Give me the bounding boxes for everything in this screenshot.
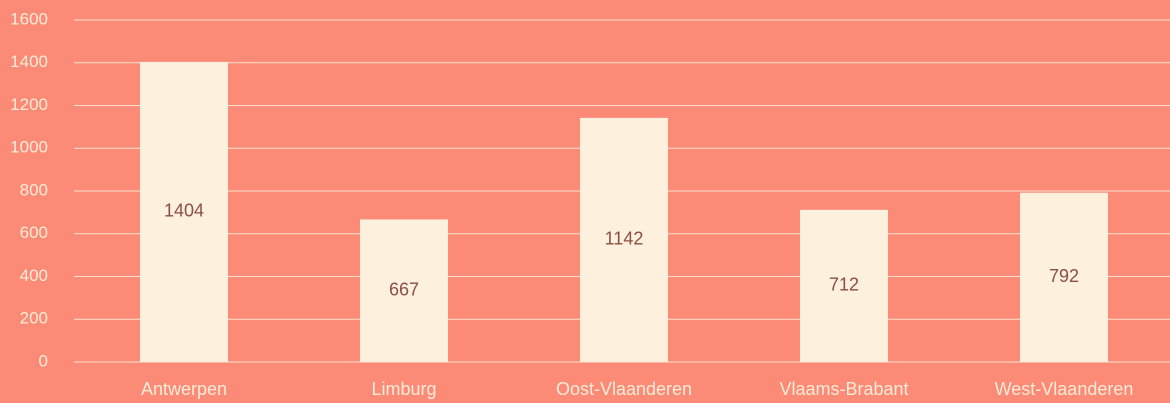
y-tick-label: 600 bbox=[20, 223, 48, 242]
x-tick-label: West-Vlaanderen bbox=[995, 379, 1134, 399]
y-tick-label: 400 bbox=[20, 266, 48, 285]
bar bbox=[580, 117, 668, 363]
y-tick-label: 1200 bbox=[10, 95, 48, 114]
data-label: 1142 bbox=[605, 229, 644, 249]
y-tick-label: 1000 bbox=[10, 138, 48, 157]
y-tick-label: 1600 bbox=[10, 9, 48, 28]
data-label: 667 bbox=[389, 279, 419, 299]
y-tick-label: 800 bbox=[20, 180, 48, 199]
bar bbox=[140, 61, 228, 363]
bar bbox=[1020, 192, 1108, 362]
x-tick-label: Limburg bbox=[371, 379, 436, 399]
bar bbox=[360, 219, 448, 362]
x-tick-label: Vlaams-Brabant bbox=[779, 379, 908, 399]
y-tick-label: 200 bbox=[20, 309, 48, 328]
bar bbox=[800, 209, 888, 362]
y-tick-label: 0 bbox=[39, 351, 48, 370]
data-label: 712 bbox=[829, 275, 859, 295]
y-tick-label: 1400 bbox=[10, 52, 48, 71]
data-label: 1404 bbox=[164, 201, 204, 221]
x-tick-label: Oost-Vlaanderen bbox=[556, 379, 692, 399]
x-tick-label: Antwerpen bbox=[141, 379, 227, 399]
data-label: 792 bbox=[1049, 266, 1079, 286]
